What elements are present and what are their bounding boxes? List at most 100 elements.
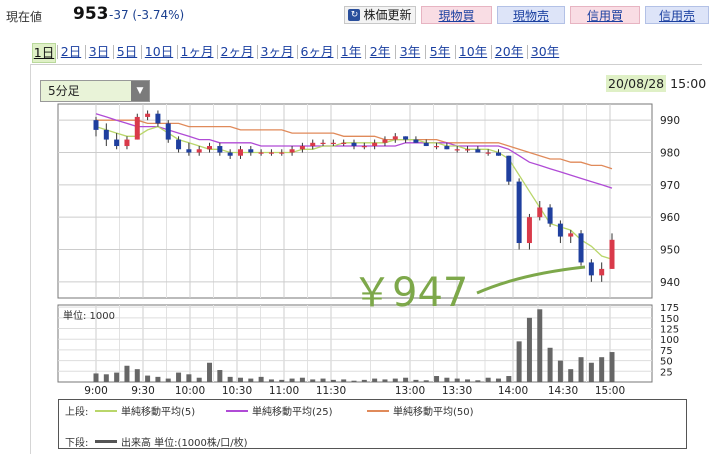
tab-9[interactable]: 1年: [340, 44, 362, 59]
volume-bar: [310, 379, 316, 382]
current-price-label: 現在値: [6, 10, 43, 24]
volume-bar: [93, 373, 99, 382]
volume-bar: [506, 376, 512, 382]
volume-bar: [423, 380, 429, 382]
volume-bar: [320, 378, 326, 382]
volume-tick-label: 150: [660, 314, 679, 325]
tab-4[interactable]: 10日: [144, 44, 174, 59]
candle-body: [248, 149, 254, 153]
volume-bar: [165, 378, 171, 382]
tab-6[interactable]: 2ヶ月: [220, 44, 254, 59]
volume-bar: [434, 376, 440, 382]
y-tick-label: 970: [660, 180, 680, 192]
candle-body: [155, 113, 161, 124]
tab-7[interactable]: 3ヶ月: [260, 44, 294, 59]
tab-12[interactable]: 5年: [429, 44, 451, 59]
candle-body: [124, 139, 130, 147]
candle-body: [454, 149, 460, 151]
candle-body: [382, 139, 388, 143]
candle-body: [557, 223, 563, 237]
volume-bar: [217, 370, 223, 382]
legend-ma50: 単純移動平均(50): [367, 403, 474, 418]
x-tick-label: 13:30: [442, 385, 472, 397]
candle-body: [516, 181, 522, 244]
cash-buy-button[interactable]: 現物買: [421, 6, 492, 24]
volume-tick-label: 125: [660, 325, 679, 336]
candle-body: [237, 149, 243, 156]
candle-body: [176, 139, 182, 150]
tab-separator: [395, 45, 396, 59]
tab-separator: [527, 45, 528, 59]
volume-bar: [196, 377, 202, 382]
price-change: -37 (-3.74%): [109, 8, 185, 22]
tab-3[interactable]: 5日: [116, 44, 138, 59]
legend-ma25-swatch: [226, 409, 248, 412]
tab-11[interactable]: 3年: [399, 44, 421, 59]
tab-separator: [337, 45, 338, 59]
legend-lower-label: 下段:: [65, 438, 89, 449]
x-tick-label: 11:00: [269, 385, 299, 397]
volume-bar: [609, 352, 615, 382]
candle-body: [227, 152, 233, 156]
volume-bar: [351, 380, 357, 382]
volume-tick-label: 50: [660, 357, 673, 368]
margin-buy-button[interactable]: 信用買: [570, 6, 640, 24]
volume-bar: [372, 378, 378, 382]
volume-bar: [465, 379, 471, 382]
tab-separator: [365, 45, 366, 59]
candle-body: [495, 152, 501, 156]
margin-sell-button[interactable]: 信用売: [645, 6, 709, 24]
candle-body: [599, 268, 605, 276]
tab-8[interactable]: 6ヶ月: [300, 44, 334, 59]
candle-body: [134, 116, 140, 140]
x-tick-label: 13:00: [395, 385, 425, 397]
price-annotation: ￥947: [352, 265, 586, 316]
volume-bar: [237, 377, 243, 382]
legend-ma50-swatch: [367, 409, 389, 412]
candle-body: [330, 142, 336, 144]
candle-body: [186, 149, 192, 153]
tab-14[interactable]: 20年: [494, 44, 524, 59]
price-annotation-text: ￥947: [352, 270, 468, 316]
candle-body: [475, 149, 481, 153]
candle-body: [372, 142, 378, 147]
candle-body: [526, 217, 532, 244]
tab-separator: [297, 45, 298, 59]
interval-selected-label: 5分足: [48, 84, 80, 98]
candle-body: [93, 120, 99, 130]
candle-body: [258, 152, 264, 154]
cash-sell-button[interactable]: 現物売: [497, 6, 565, 24]
tab-5[interactable]: 1ヶ月: [180, 44, 214, 59]
chart-time: 15:00: [670, 76, 707, 91]
candle-body: [320, 142, 326, 144]
tab-10[interactable]: 2年: [369, 44, 391, 59]
volume-bar: [392, 378, 398, 382]
legend-ma5-label: 単純移動平均(5): [121, 407, 196, 418]
candle-body: [485, 152, 491, 154]
ma50-line: [96, 119, 613, 170]
candle-body: [588, 262, 594, 276]
volume-bar: [103, 374, 109, 382]
legend-volume-label: 出来高 単位:(1000株/口/枚): [121, 438, 248, 449]
volume-bar: [268, 379, 274, 382]
x-tick-label: 9:30: [131, 385, 155, 397]
tab-13[interactable]: 10年: [458, 44, 488, 59]
tab-2[interactable]: 3日: [88, 44, 110, 59]
volume-bar: [537, 309, 543, 382]
tab-15[interactable]: 30年: [530, 44, 560, 59]
volume-bar: [124, 365, 130, 382]
refresh-icon: ↻: [348, 9, 361, 21]
tab-1[interactable]: 2日: [60, 44, 82, 59]
volume-bar: [588, 362, 594, 382]
candle-body: [413, 139, 419, 143]
x-axis: 9:00 9:30 10:00 10:30 11:00 11:30 13:00 13:30 14…: [84, 385, 625, 397]
volume-bar: [568, 369, 574, 382]
chart-datetime: 20/08/28 15:00: [606, 75, 707, 92]
refresh-price-button[interactable]: ↻ 株価更新: [344, 6, 416, 24]
candle-body: [103, 129, 109, 140]
chart-legend: 上段: 単純移動平均(5) 単純移動平均(25) 単純移動平均(50) 下段: …: [58, 399, 687, 449]
candle-body: [299, 146, 305, 150]
tab-0[interactable]: 1日: [32, 43, 56, 63]
interval-select[interactable]: 5分足 ▼: [40, 80, 150, 102]
